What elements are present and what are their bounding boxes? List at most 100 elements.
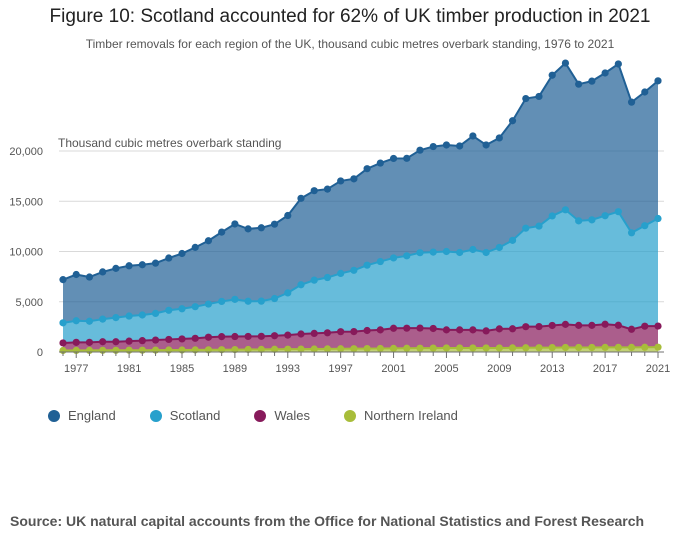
point-scotland[interactable] — [508, 236, 517, 244]
point-northern_ireland[interactable] — [627, 343, 636, 351]
point-wales[interactable] — [376, 326, 384, 334]
point-northern_ireland[interactable] — [588, 343, 596, 352]
point-wales[interactable] — [469, 326, 477, 334]
point-scotland[interactable] — [191, 303, 199, 311]
point-england[interactable] — [99, 268, 107, 276]
point-scotland[interactable] — [112, 314, 120, 322]
point-northern_ireland[interactable] — [389, 344, 398, 352]
legend-item-england[interactable]: England — [48, 408, 116, 423]
point-wales[interactable] — [270, 332, 279, 340]
point-england[interactable] — [218, 228, 226, 236]
point-wales[interactable] — [231, 332, 239, 341]
point-wales[interactable] — [138, 337, 146, 345]
point-wales[interactable] — [654, 322, 662, 330]
point-england[interactable] — [125, 262, 133, 270]
point-england[interactable] — [614, 60, 622, 68]
point-wales[interactable] — [85, 338, 94, 346]
point-scotland[interactable] — [403, 252, 411, 260]
point-wales[interactable] — [284, 331, 292, 339]
point-scotland[interactable] — [429, 248, 437, 256]
point-wales[interactable] — [575, 321, 583, 329]
point-northern_ireland[interactable] — [482, 344, 490, 352]
point-scotland[interactable] — [350, 266, 358, 274]
point-northern_ireland[interactable] — [323, 345, 332, 353]
point-wales[interactable] — [403, 324, 411, 332]
point-england[interactable] — [561, 59, 570, 67]
point-northern_ireland[interactable] — [601, 343, 609, 351]
point-england[interactable] — [654, 77, 662, 85]
point-wales[interactable] — [165, 335, 173, 344]
point-england[interactable] — [138, 261, 146, 269]
point-wales[interactable] — [218, 333, 226, 341]
point-england[interactable] — [469, 132, 477, 140]
point-wales[interactable] — [151, 336, 160, 344]
point-wales[interactable] — [244, 332, 252, 341]
point-scotland[interactable] — [218, 297, 226, 306]
point-england[interactable] — [575, 80, 583, 88]
point-england[interactable] — [508, 117, 517, 125]
point-scotland[interactable] — [601, 212, 609, 220]
point-wales[interactable] — [561, 320, 570, 328]
point-scotland[interactable] — [72, 317, 80, 325]
point-england[interactable] — [363, 165, 371, 173]
point-northern_ireland[interactable] — [641, 343, 649, 351]
point-scotland[interactable] — [231, 295, 239, 303]
point-scotland[interactable] — [125, 312, 133, 320]
point-scotland[interactable] — [178, 305, 186, 313]
point-scotland[interactable] — [204, 300, 213, 308]
point-wales[interactable] — [204, 333, 213, 341]
point-scotland[interactable] — [99, 315, 107, 323]
point-england[interactable] — [310, 187, 318, 195]
point-northern_ireland[interactable] — [535, 344, 543, 352]
point-wales[interactable] — [495, 325, 503, 333]
point-england[interactable] — [641, 88, 649, 96]
point-scotland[interactable] — [575, 217, 583, 225]
point-england[interactable] — [627, 98, 636, 106]
point-wales[interactable] — [456, 326, 464, 334]
point-scotland[interactable] — [535, 222, 543, 230]
point-scotland[interactable] — [165, 306, 173, 314]
point-wales[interactable] — [627, 325, 636, 333]
point-scotland[interactable] — [495, 243, 503, 252]
point-scotland[interactable] — [469, 245, 477, 254]
point-wales[interactable] — [72, 338, 80, 346]
point-england[interactable] — [284, 211, 292, 220]
point-northern_ireland[interactable] — [575, 343, 583, 352]
point-england[interactable] — [403, 154, 411, 162]
point-scotland[interactable] — [456, 248, 464, 257]
point-wales[interactable] — [323, 329, 332, 337]
point-wales[interactable] — [614, 321, 622, 329]
point-northern_ireland[interactable] — [350, 345, 358, 353]
point-wales[interactable] — [429, 324, 437, 333]
point-wales[interactable] — [297, 330, 305, 338]
point-england[interactable] — [178, 249, 186, 258]
point-scotland[interactable] — [442, 247, 451, 256]
point-northern_ireland[interactable] — [614, 343, 622, 351]
point-wales[interactable] — [601, 320, 609, 328]
point-scotland[interactable] — [363, 261, 371, 269]
legend-item-northern-ireland[interactable]: Northern Ireland — [343, 408, 458, 423]
point-england[interactable] — [151, 259, 160, 267]
point-northern_ireland[interactable] — [363, 344, 371, 353]
point-england[interactable] — [522, 94, 530, 103]
point-wales[interactable] — [508, 325, 517, 333]
point-scotland[interactable] — [614, 208, 622, 216]
point-northern_ireland[interactable] — [297, 345, 305, 353]
legend-item-scotland[interactable]: Scotland — [149, 408, 220, 423]
point-scotland[interactable] — [323, 273, 332, 282]
point-england[interactable] — [350, 175, 358, 183]
point-england[interactable] — [257, 224, 265, 232]
point-northern_ireland[interactable] — [469, 344, 477, 352]
point-wales[interactable] — [99, 338, 107, 346]
point-northern_ireland[interactable] — [218, 346, 226, 354]
point-england[interactable] — [482, 141, 490, 149]
point-scotland[interactable] — [522, 224, 530, 232]
point-scotland[interactable] — [138, 311, 146, 319]
point-wales[interactable] — [350, 327, 358, 336]
point-england[interactable] — [416, 146, 424, 154]
point-england[interactable] — [59, 276, 67, 284]
point-england[interactable] — [85, 273, 94, 281]
point-northern_ireland[interactable] — [508, 344, 517, 352]
point-england[interactable] — [389, 154, 398, 163]
point-wales[interactable] — [112, 338, 120, 346]
